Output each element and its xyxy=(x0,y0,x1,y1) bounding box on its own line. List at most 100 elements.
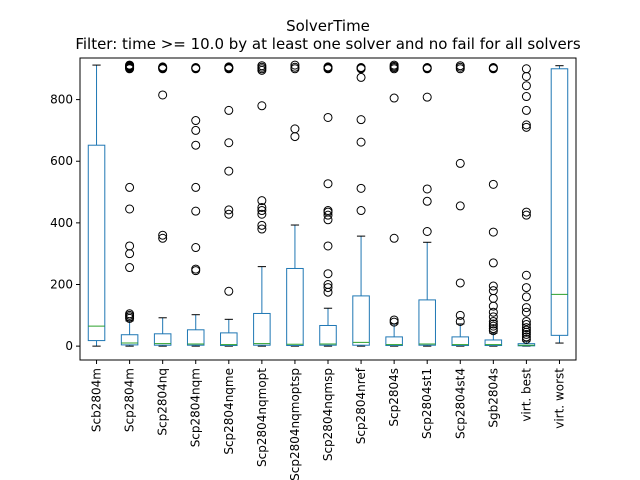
outlier-point xyxy=(224,138,234,148)
box-iqr xyxy=(286,267,304,347)
outlier-point xyxy=(521,122,531,132)
outlier-point xyxy=(455,310,465,320)
outlier-point xyxy=(125,241,135,251)
outlier-point xyxy=(521,71,531,81)
outlier-point xyxy=(356,115,366,125)
outlier-point xyxy=(224,205,234,215)
outlier-point xyxy=(323,112,333,122)
outlier-point xyxy=(488,316,498,326)
outlier-point xyxy=(191,125,201,135)
outlier-point xyxy=(389,60,399,70)
outlier-point xyxy=(323,210,333,220)
outlier-point xyxy=(488,179,498,189)
x-tick-label: Scp2804nqme xyxy=(222,368,236,455)
outlier-point xyxy=(455,201,465,211)
box-3 xyxy=(153,62,172,347)
box-8 xyxy=(319,62,337,347)
outlier-point xyxy=(455,278,465,288)
x-tick-label: Scb2804m xyxy=(90,368,104,432)
y-tick-label: 600 xyxy=(50,154,73,168)
outlier-point xyxy=(389,317,399,327)
outlier-point xyxy=(422,92,432,102)
box-iqr xyxy=(220,332,238,347)
outlier-point xyxy=(488,324,498,334)
outlier-point xyxy=(125,182,135,192)
outlier-point xyxy=(290,62,300,72)
box-iqr xyxy=(385,336,403,347)
outlier-point xyxy=(488,312,498,322)
outlier-point xyxy=(455,61,465,71)
outlier-point xyxy=(224,209,234,219)
box-9 xyxy=(352,63,370,347)
outlier-point xyxy=(323,287,333,297)
outlier-point xyxy=(356,63,366,73)
outlier-point xyxy=(488,319,498,329)
x-tick-label: Scp2804s xyxy=(387,368,401,427)
outlier-point xyxy=(290,132,300,142)
outlier-point xyxy=(521,64,531,74)
box-group xyxy=(87,60,569,347)
outlier-point xyxy=(389,233,399,243)
outlier-point xyxy=(356,137,366,147)
outlier-point xyxy=(488,326,498,336)
box-5 xyxy=(220,62,238,347)
outlier-point xyxy=(521,320,531,330)
outlier-point xyxy=(323,206,333,216)
box-10 xyxy=(385,60,403,347)
x-tick-label: virt. worst xyxy=(552,368,566,429)
outlier-point xyxy=(191,206,201,216)
outlier-point xyxy=(521,332,531,342)
x-axis: Scb2804m Scp2804m Scp2804nq Scp2804nqm Scp28… xyxy=(90,360,566,480)
outlier-point xyxy=(191,264,201,274)
outlier-point xyxy=(323,62,333,72)
outlier-point xyxy=(323,283,333,293)
box-7 xyxy=(286,60,304,347)
outlier-point xyxy=(224,166,234,176)
box-4 xyxy=(186,63,205,347)
x-tick-label: Scp2804st1 xyxy=(420,368,434,439)
outlier-point xyxy=(521,292,531,302)
outlier-point xyxy=(521,105,531,115)
outlier-point xyxy=(125,263,135,273)
x-tick-label: Scp2804nqmoptsp xyxy=(288,368,302,480)
box-iqr xyxy=(153,333,172,346)
outlier-point xyxy=(323,280,333,289)
outlier-point xyxy=(521,283,531,293)
outlier-point xyxy=(488,281,498,291)
outlier-point xyxy=(521,329,531,339)
y-tick-label: 0 xyxy=(65,339,73,353)
outlier-point xyxy=(125,309,135,319)
outlier-point xyxy=(257,202,267,212)
outlier-point xyxy=(488,321,498,331)
outlier-point xyxy=(521,334,531,344)
outlier-point xyxy=(191,243,201,253)
box-iqr xyxy=(120,334,139,346)
outlier-point xyxy=(125,249,135,259)
box-iqr xyxy=(186,329,205,346)
outlier-point xyxy=(257,61,267,71)
outlier-point xyxy=(158,90,168,100)
box-iqr xyxy=(319,324,337,346)
outlier-point xyxy=(125,60,135,70)
box-iqr xyxy=(253,312,271,346)
outlier-point xyxy=(323,215,333,225)
box-12 xyxy=(451,61,470,347)
box-2 xyxy=(120,60,139,347)
outlier-point xyxy=(455,158,465,168)
y-tick-label: 800 xyxy=(50,93,73,107)
box-iqr xyxy=(550,68,569,336)
outlier-point xyxy=(488,286,498,296)
x-tick-label: virt. best xyxy=(519,368,533,422)
plot-frame xyxy=(79,57,577,361)
outlier-point xyxy=(488,293,498,303)
box-iqr xyxy=(352,295,370,346)
x-tick-label: Scp2804m xyxy=(123,368,137,432)
outlier-point xyxy=(356,183,366,193)
outlier-point xyxy=(158,230,168,240)
outlier-point xyxy=(323,241,333,251)
x-tick-label: Scp2804nqm xyxy=(189,368,203,447)
outlier-point xyxy=(125,204,135,214)
outlier-point xyxy=(389,315,399,325)
outlier-point xyxy=(521,323,531,333)
outlier-point xyxy=(257,206,267,216)
